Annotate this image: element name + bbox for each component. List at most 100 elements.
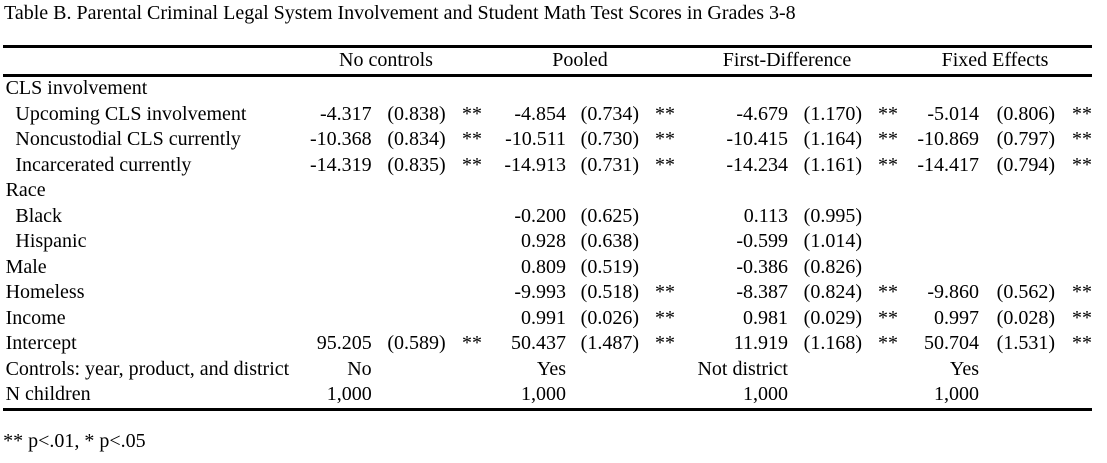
significance-cell [1055, 382, 1092, 408]
row-label: Noncustodial CLS currently [15, 128, 241, 151]
significance-cell: ** [1071, 102, 1092, 125]
std-error-cell [788, 382, 862, 408]
std-error-cell [979, 229, 1055, 255]
coefficient-cell: 1,000 [326, 383, 372, 406]
row-label: Controls: year, product, and district [5, 357, 290, 380]
row-label: N children [5, 383, 91, 406]
std-error-cell [979, 357, 1055, 383]
std-error-cell: (1.014) [803, 230, 862, 253]
significance-cell: ** [1071, 306, 1092, 329]
table-row: Noncustodial CLS currently -10.368 (0.83… [3, 127, 1092, 153]
significance-cell [639, 255, 675, 281]
std-error-cell [788, 178, 862, 204]
std-error-cell [979, 178, 1055, 204]
std-error-cell [979, 76, 1055, 102]
significance-cell [862, 255, 898, 281]
coefficient-cell: -4.679 [736, 102, 788, 125]
coefficient-cell: 0.809 [520, 255, 566, 278]
coefficient-cell [898, 229, 979, 255]
coefficient-cell [898, 178, 979, 204]
row-label: Incarcerated currently [15, 153, 192, 176]
significance-cell [862, 178, 898, 204]
coefficient-cell: -10.511 [505, 128, 566, 151]
coefficient-cell: 0.928 [520, 230, 566, 253]
coefficient-cell: 0.113 [743, 204, 788, 227]
significance-cell [639, 204, 675, 230]
std-error-cell [372, 178, 446, 204]
significance-cell: ** [654, 153, 675, 176]
table-row: CLS involvement [3, 76, 1092, 102]
row-label: Upcoming CLS involvement [15, 102, 247, 125]
coefficient-cell: 50.437 [510, 332, 566, 355]
significance-cell: ** [461, 332, 482, 355]
coefficient-cell: 1,000 [520, 383, 566, 406]
significance-cell [639, 229, 675, 255]
std-error-cell [979, 204, 1055, 230]
table-row: N children 1,000 1,000 1,000 1,000 [3, 382, 1092, 408]
significance-cell [446, 229, 482, 255]
coefficient-cell [293, 306, 372, 332]
table-row: Controls: year, product, and district No… [3, 357, 1092, 383]
std-error-cell: (0.838) [387, 102, 446, 125]
column-group-header-first-difference: First-Difference [722, 49, 852, 72]
significance-cell [446, 178, 482, 204]
std-error-cell: (0.638) [580, 230, 639, 253]
coefficient-cell: 1,000 [742, 383, 788, 406]
coefficient-cell [293, 255, 372, 281]
coefficient-cell [293, 229, 372, 255]
significance-cell: ** [877, 128, 898, 151]
significance-cell: ** [654, 128, 675, 151]
std-error-cell [372, 76, 446, 102]
coefficient-cell: 0.997 [933, 306, 979, 329]
table-title: Table B. Parental Criminal Legal System … [4, 2, 796, 25]
std-error-cell: (0.562) [996, 281, 1055, 304]
table-row: Income 0.991 (0.026) ** 0.981 (0.029) **… [3, 306, 1092, 332]
coefficient-cell [482, 178, 566, 204]
coefficient-cell [482, 76, 566, 102]
std-error-cell: (0.826) [803, 255, 862, 278]
std-error-cell: (1.161) [803, 153, 862, 176]
coefficient-cell: 11.919 [733, 332, 788, 355]
row-label: Hispanic [15, 230, 87, 253]
table-row: Upcoming CLS involvement -4.317 (0.838) … [3, 102, 1092, 128]
std-error-cell: (0.794) [996, 153, 1055, 176]
significance-cell [446, 280, 482, 306]
significance-cell: ** [877, 281, 898, 304]
significance-cell [446, 382, 482, 408]
table-row: Hispanic 0.928 (0.638) -0.599 (1.014) [3, 229, 1092, 255]
coefficient-cell: -14.913 [504, 153, 566, 176]
coefficient-cell [675, 76, 788, 102]
coefficient-cell [293, 280, 372, 306]
significance-cell: ** [877, 306, 898, 329]
table-header-rule [3, 74, 1092, 77]
std-error-cell: (0.806) [996, 102, 1055, 125]
significance-cell: ** [1071, 128, 1092, 151]
table-bottom-rule [3, 408, 1092, 411]
coefficient-cell: -0.599 [736, 230, 788, 253]
std-error-cell [979, 382, 1055, 408]
coefficient-cell: -4.317 [320, 102, 372, 125]
significance-cell: ** [877, 102, 898, 125]
significance-cell: ** [654, 281, 675, 304]
coefficient-cell: -0.386 [736, 255, 788, 278]
significance-cell [1055, 229, 1092, 255]
significance-cell: ** [877, 153, 898, 176]
std-error-cell [372, 255, 446, 281]
table-row: Male 0.809 (0.519) -0.386 (0.826) [3, 255, 1092, 281]
std-error-cell: (0.995) [803, 204, 862, 227]
coefficient-cell: -0.200 [514, 204, 566, 227]
std-error-cell [372, 204, 446, 230]
coefficient-cell [898, 204, 979, 230]
significance-cell: ** [654, 332, 675, 355]
std-error-cell: (1.487) [580, 332, 639, 355]
column-group-header-pooled: Pooled [552, 49, 608, 72]
std-error-cell: (1.168) [803, 332, 862, 355]
coefficient-cell: -9.860 [927, 281, 979, 304]
coefficient-cell: -4.854 [514, 102, 566, 125]
std-error-cell [372, 357, 446, 383]
significance-cell [639, 76, 675, 102]
significance-cell [862, 229, 898, 255]
coefficient-cell: Not district [697, 357, 788, 380]
table-top-rule [3, 45, 1092, 48]
std-error-cell: (0.029) [803, 306, 862, 329]
